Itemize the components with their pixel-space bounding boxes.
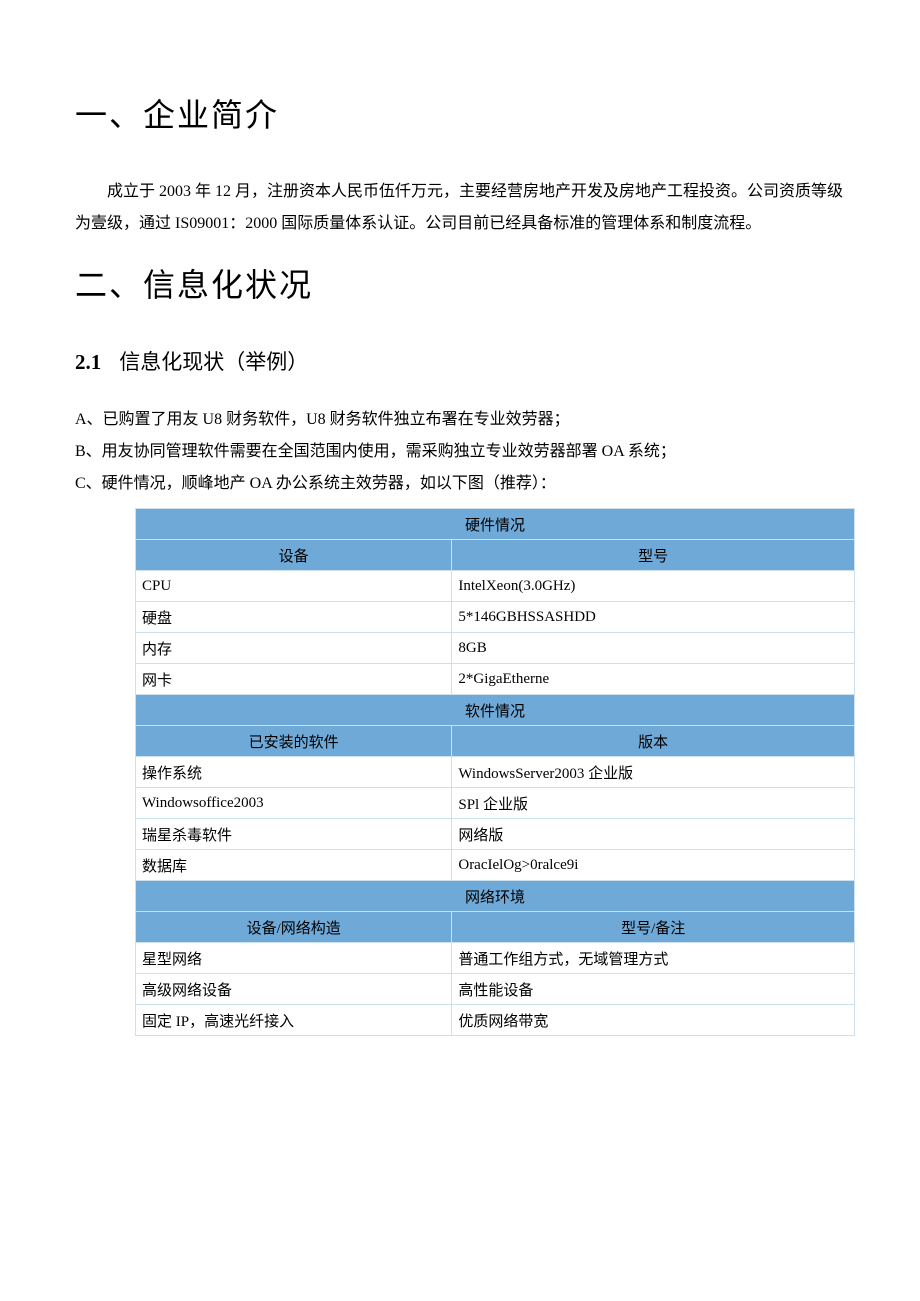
document-page: 一、企业简介 成立于 2003 年 12 月，注册资本人民币伍仟万元，主要经营房… — [0, 0, 920, 1096]
table-row: 内存8GB — [136, 633, 855, 664]
cell-software: 操作系统 — [136, 757, 452, 788]
cell-model: IntelXeon(3.0GHz) — [452, 571, 855, 602]
heading-1-informatization: 二、信息化状况 — [75, 260, 845, 306]
heading-2-text: 信息化现状（举例） — [119, 350, 308, 374]
table-row: 固定 IP，高速光纤接入优质网络带宽 — [136, 1005, 855, 1036]
table-col-header-version: 版本 — [452, 726, 855, 757]
heading-1-company-intro: 一、企业简介 — [75, 90, 845, 136]
list-item-a: A、已购置了用友 U8 财务软件，U8 财务软件独立布署在专业效劳器； — [75, 404, 845, 436]
table-col-header-net-note: 型号/备注 — [452, 912, 855, 943]
cell-device: 网卡 — [136, 664, 452, 695]
table-col-header-model: 型号 — [452, 540, 855, 571]
cell-software: 瑞星杀毒软件 — [136, 819, 452, 850]
table-row: 操作系统WindowsServer2003 企业版 — [136, 757, 855, 788]
heading-2-number: 2.1 — [75, 350, 101, 374]
cell-net-note: 高性能设备 — [452, 974, 855, 1005]
table-row: 星型网络普通工作组方式，无域管理方式 — [136, 943, 855, 974]
table-col-header-net-device: 设备/网络构造 — [136, 912, 452, 943]
cell-version: SPl 企业版 — [452, 788, 855, 819]
table-row: CPUIntelXeon(3.0GHz) — [136, 571, 855, 602]
cell-software: 数据库 — [136, 850, 452, 881]
cell-model: 5*146GBHSSASHDD — [452, 602, 855, 633]
cell-device: CPU — [136, 571, 452, 602]
table-row: 瑞星杀毒软件网络版 — [136, 819, 855, 850]
cell-net-item: 高级网络设备 — [136, 974, 452, 1005]
table-row: 网卡2*GigaEtherne — [136, 664, 855, 695]
cell-net-note: 普通工作组方式，无域管理方式 — [452, 943, 855, 974]
table-row: Windowsoffice2003SPl 企业版 — [136, 788, 855, 819]
cell-net-item: 星型网络 — [136, 943, 452, 974]
spec-table: 硬件情况 设备 型号 CPUIntelXeon(3.0GHz) 硬盘5*146G… — [135, 508, 855, 1036]
table-section-hardware: 硬件情况 — [136, 509, 855, 540]
table-section-network: 网络环境 — [136, 881, 855, 912]
cell-version: WindowsServer2003 企业版 — [452, 757, 855, 788]
cell-version: OracIelOg>0ralce9i — [452, 850, 855, 881]
table-row: 高级网络设备高性能设备 — [136, 974, 855, 1005]
heading-2-status: 2.1 信息化现状（举例） — [75, 346, 845, 376]
list-item-c: C、硬件情况，顺峰地产 OA 办公系统主效劳器，如以下图（推荐）： — [75, 468, 845, 500]
cell-device: 内存 — [136, 633, 452, 664]
cell-version: 网络版 — [452, 819, 855, 850]
cell-device: 硬盘 — [136, 602, 452, 633]
paragraph-company-intro: 成立于 2003 年 12 月，注册资本人民币伍仟万元，主要经营房地产开发及房地… — [75, 176, 845, 240]
table-row: 数据库OracIelOg>0ralce9i — [136, 850, 855, 881]
cell-net-item: 固定 IP，高速光纤接入 — [136, 1005, 452, 1036]
table-row: 硬盘5*146GBHSSASHDD — [136, 602, 855, 633]
table-col-header-device: 设备 — [136, 540, 452, 571]
table-col-header-installed: 已安装的软件 — [136, 726, 452, 757]
list-item-b: B、用友协同管理软件需要在全国范围内使用，需采购独立专业效劳器部署 OA 系统； — [75, 436, 845, 468]
table-section-software: 软件情况 — [136, 695, 855, 726]
cell-software: Windowsoffice2003 — [136, 788, 452, 819]
cell-model: 8GB — [452, 633, 855, 664]
cell-net-note: 优质网络带宽 — [452, 1005, 855, 1036]
cell-model: 2*GigaEtherne — [452, 664, 855, 695]
